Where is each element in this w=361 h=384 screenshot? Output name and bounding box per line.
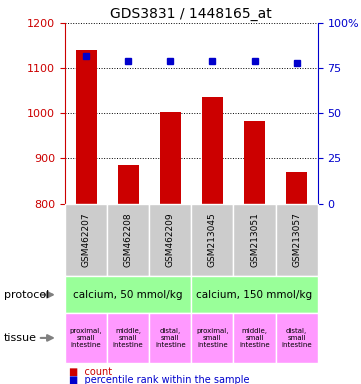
Text: ■  percentile rank within the sample: ■ percentile rank within the sample	[69, 375, 249, 384]
Text: GSM462208: GSM462208	[124, 213, 132, 267]
Text: middle,
small
intestine: middle, small intestine	[239, 328, 270, 348]
Bar	[202, 98, 223, 204]
Text: distal,
small
intestine: distal, small intestine	[281, 328, 312, 348]
Text: proximal,
small
intestine: proximal, small intestine	[196, 328, 229, 348]
Title: GDS3831 / 1448165_at: GDS3831 / 1448165_at	[110, 7, 272, 21]
Text: middle,
small
intestine: middle, small intestine	[113, 328, 143, 348]
Text: calcium, 150 mmol/kg: calcium, 150 mmol/kg	[196, 290, 313, 300]
Text: GSM213051: GSM213051	[250, 213, 259, 267]
Text: GSM213057: GSM213057	[292, 213, 301, 267]
Text: proximal,
small
intestine: proximal, small intestine	[70, 328, 102, 348]
Text: GSM462207: GSM462207	[82, 213, 91, 267]
Text: distal,
small
intestine: distal, small intestine	[155, 328, 186, 348]
Bar	[160, 113, 181, 204]
Text: protocol: protocol	[4, 290, 49, 300]
Text: tissue: tissue	[4, 333, 36, 343]
Bar	[118, 165, 139, 204]
Text: calcium, 50 mmol/kg: calcium, 50 mmol/kg	[73, 290, 183, 300]
Text: ■  count: ■ count	[69, 367, 112, 377]
Bar	[244, 121, 265, 204]
Bar	[286, 172, 307, 204]
Bar	[75, 50, 96, 204]
Text: GSM462209: GSM462209	[166, 213, 175, 267]
Text: GSM213045: GSM213045	[208, 213, 217, 267]
